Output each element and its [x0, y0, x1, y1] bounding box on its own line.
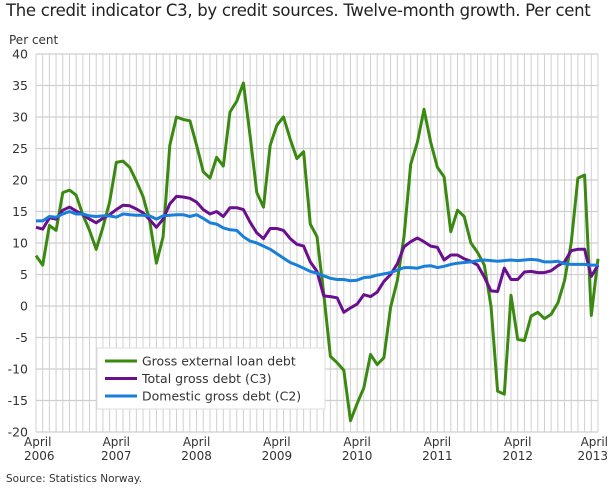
- x-tick-year: 2010: [342, 449, 373, 463]
- y-tick-label: 30: [12, 110, 28, 125]
- x-tick-year: 2011: [422, 449, 453, 463]
- x-tick-month: April: [183, 435, 210, 449]
- x-tick-year: 2013: [577, 449, 608, 463]
- y-tick-label: -10: [8, 362, 28, 377]
- x-tick-year: 2006: [24, 449, 55, 463]
- legend-label: Domestic gross debt (C2): [142, 389, 301, 404]
- x-tick-month: April: [504, 435, 531, 449]
- x-tick-month: April: [343, 435, 370, 449]
- x-tick-year: 2007: [101, 449, 132, 463]
- x-tick-month: April: [24, 435, 51, 449]
- legend-label: Total gross debt (C3): [141, 371, 271, 386]
- y-tick-label: 20: [12, 173, 28, 188]
- series-line-3: [36, 210, 598, 283]
- y-tick-label: 15: [12, 204, 28, 219]
- legend-label: Gross external loan debt: [142, 354, 296, 369]
- y-tick-label: 25: [12, 141, 28, 156]
- y-tick-label: 35: [12, 78, 28, 93]
- y-tick-label: 40: [12, 47, 28, 62]
- x-tick-month: April: [581, 435, 608, 449]
- y-axis-label: Per cent: [9, 33, 59, 47]
- series-line-2: [35, 194, 600, 314]
- source-note: Source: Statistics Norway.: [6, 473, 142, 485]
- y-tick-label: 10: [12, 236, 28, 251]
- y-tick-label: 5: [20, 267, 28, 282]
- y-tick-label: -5: [16, 330, 28, 345]
- x-tick-year: 2009: [262, 449, 293, 463]
- y-tick-label: -15: [8, 393, 28, 408]
- chart-title: The credit indicator C3, by credit sourc…: [6, 1, 591, 20]
- y-tick-label: -20: [8, 425, 28, 440]
- series-line-1: [34, 81, 600, 423]
- x-tick-month: April: [263, 435, 290, 449]
- x-tick-month: April: [103, 435, 130, 449]
- x-tick-year: 2012: [502, 449, 533, 463]
- x-tick-month: April: [424, 435, 451, 449]
- y-tick-label: 0: [20, 299, 28, 314]
- x-tick-year: 2008: [181, 449, 212, 463]
